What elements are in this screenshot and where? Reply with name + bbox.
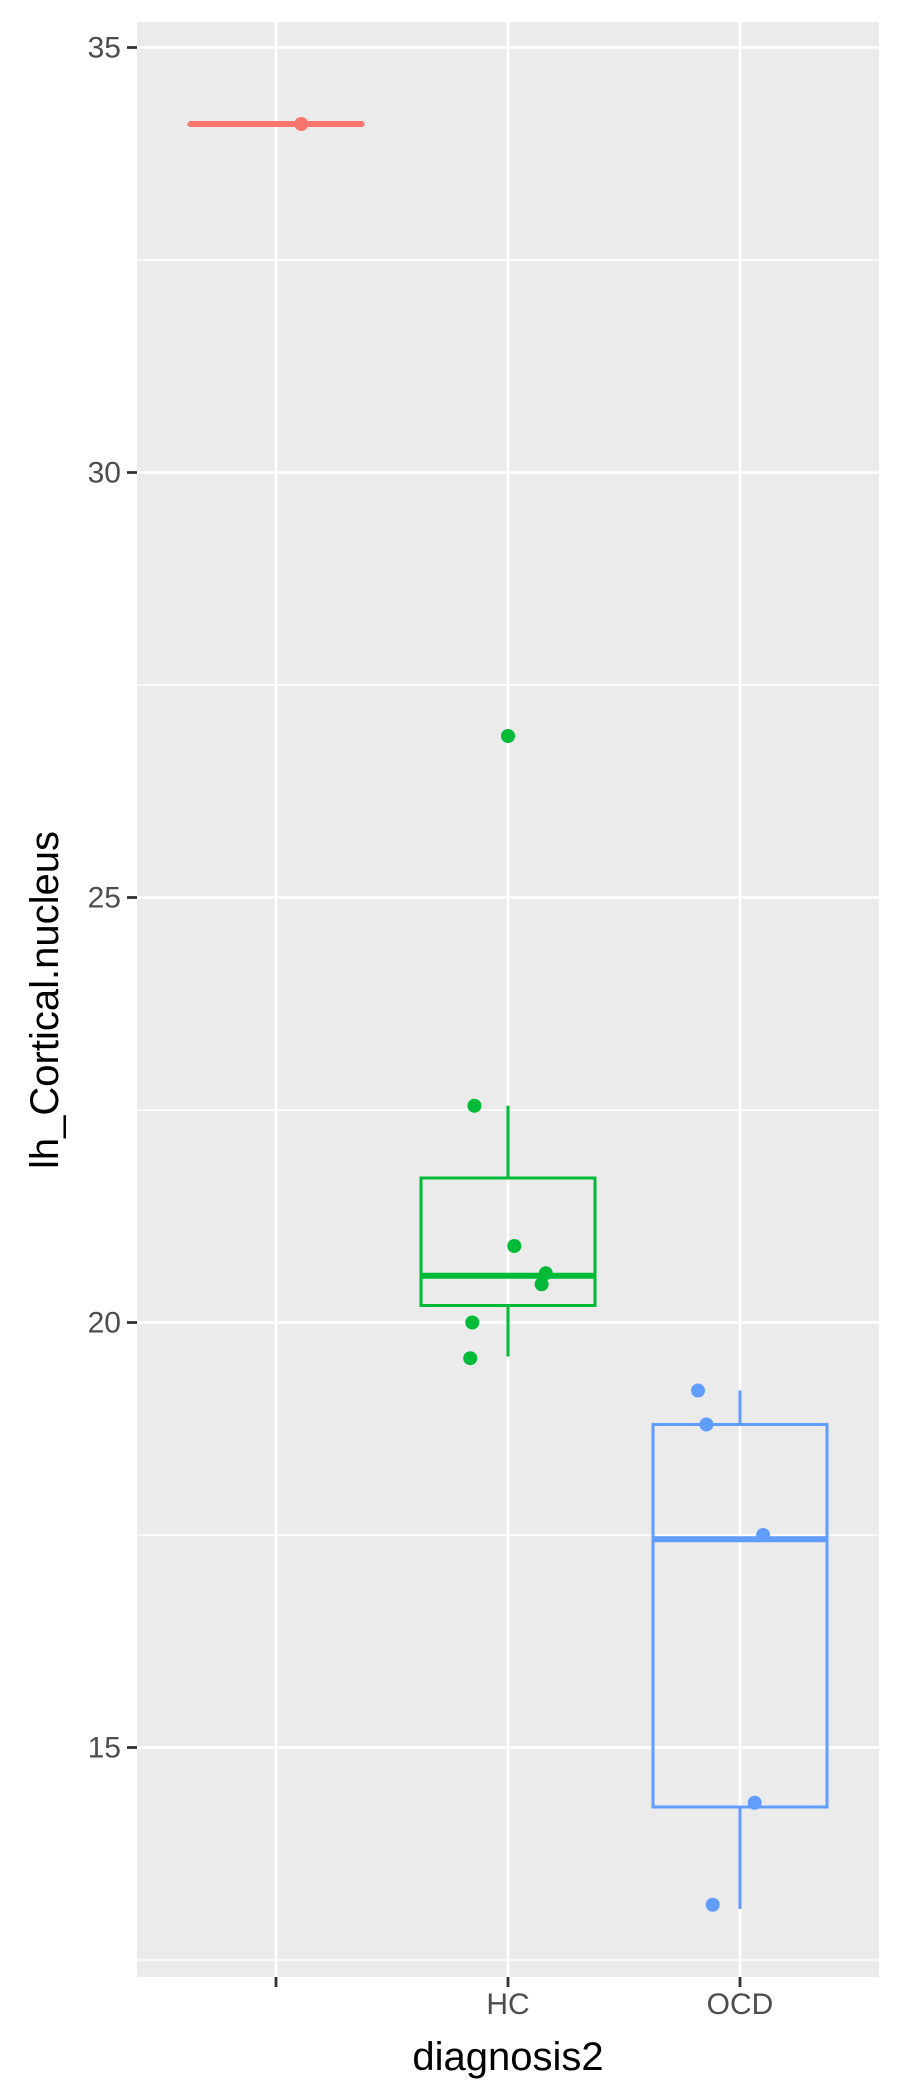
box: [651, 1423, 829, 1809]
data-point: [501, 729, 515, 743]
data-points: [294, 117, 771, 1912]
data-point: [756, 1528, 771, 1542]
y-tick-label: 35: [88, 32, 121, 65]
y-tick-label: 30: [88, 457, 121, 490]
y-axis: 15 20 25 30 35: [88, 32, 137, 1765]
x-tick-label: OCD: [707, 1988, 774, 2021]
data-point: [463, 1351, 478, 1366]
x-tick-label: HC: [486, 1988, 529, 2021]
box: [419, 1176, 597, 1307]
data-point: [705, 1897, 720, 1912]
data-point: [691, 1383, 705, 1398]
boxes: [187, 121, 829, 1909]
data-point: [465, 1315, 480, 1330]
y-tick-label: 25: [88, 882, 121, 915]
data-point: [747, 1795, 762, 1810]
x-axis: HC OCD: [274, 1977, 774, 2021]
y-tick-label: 15: [88, 1732, 121, 1765]
data-point: [294, 117, 309, 131]
y-tick-label: 20: [88, 1307, 121, 1340]
data-point: [467, 1098, 482, 1113]
x-axis-title: diagnosis2: [412, 2035, 603, 2079]
data-point: [507, 1239, 522, 1253]
data-point: [538, 1266, 553, 1281]
y-axis-title: lh_Cortical.nucleus: [23, 831, 67, 1169]
major-gridlines: [137, 22, 879, 1977]
data-point: [534, 1277, 549, 1292]
data-point: [699, 1417, 714, 1432]
